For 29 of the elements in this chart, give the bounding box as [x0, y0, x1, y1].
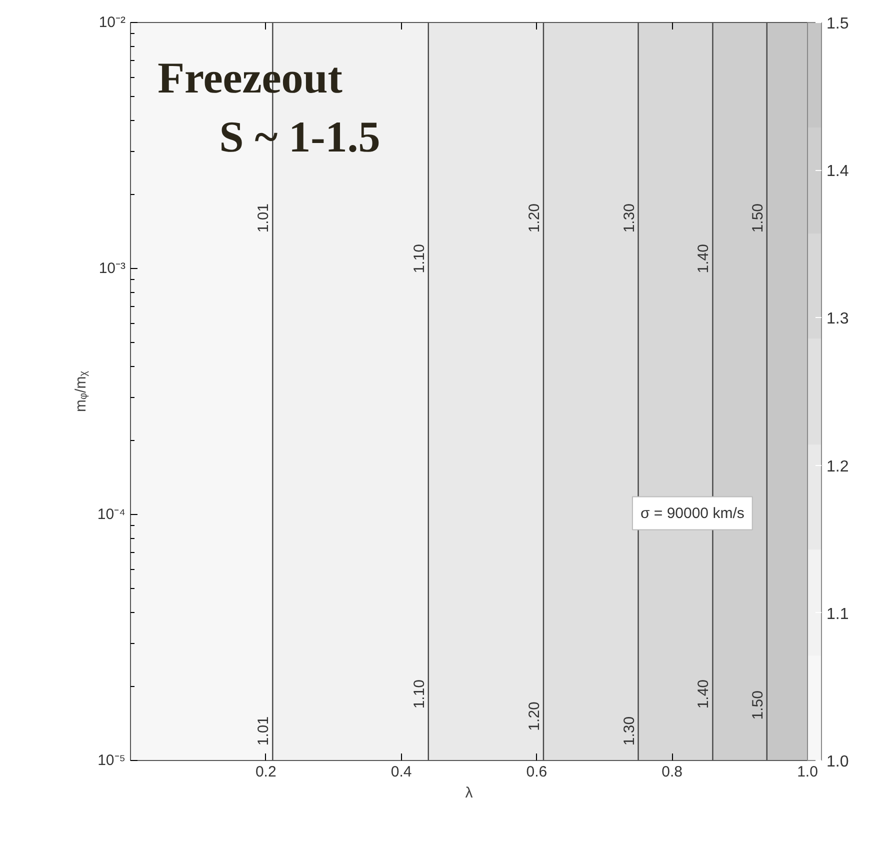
text: 1.50 — [749, 690, 766, 720]
y-tick-label: 10⁻³ — [98, 260, 126, 277]
text: 1.30 — [620, 716, 638, 746]
text: 1.10 — [410, 679, 428, 709]
x-axis-title: λ — [465, 784, 474, 802]
text: 1.20 — [526, 203, 543, 233]
text: 1.50 — [749, 203, 766, 233]
text: 1.30 — [620, 203, 638, 233]
x-tick-label: 0.6 — [526, 764, 548, 780]
color-bar-label: 1.2 — [826, 458, 849, 476]
text: 1.40 — [695, 679, 712, 709]
y-axis-title: mᵩ/mᵪ — [72, 370, 90, 412]
x-tick-label: 1.0 — [797, 764, 818, 780]
annotation: σ = 90000 km/s — [640, 504, 744, 522]
text: 1.01 — [255, 203, 272, 233]
x-tick-label: 0.8 — [662, 764, 683, 780]
color-bar-label: 1.5 — [826, 16, 849, 32]
x-tick-label: 0.4 — [390, 764, 412, 780]
text: 1.01 — [255, 716, 272, 746]
color-bar-label: 1.1 — [826, 606, 849, 623]
y-tick-label: 10⁻⁵ — [98, 752, 126, 769]
text: 1.10 — [410, 244, 428, 274]
text: 1.40 — [695, 244, 712, 274]
text: 1.20 — [526, 702, 543, 731]
y-tick-label: 10⁻⁴ — [97, 506, 126, 523]
x-tick-label: 0.2 — [255, 764, 276, 780]
color-bar-label: 1.4 — [826, 163, 849, 180]
y-tick-label: 10⁻² — [98, 14, 126, 31]
color-bar-label: 1.3 — [826, 310, 849, 328]
